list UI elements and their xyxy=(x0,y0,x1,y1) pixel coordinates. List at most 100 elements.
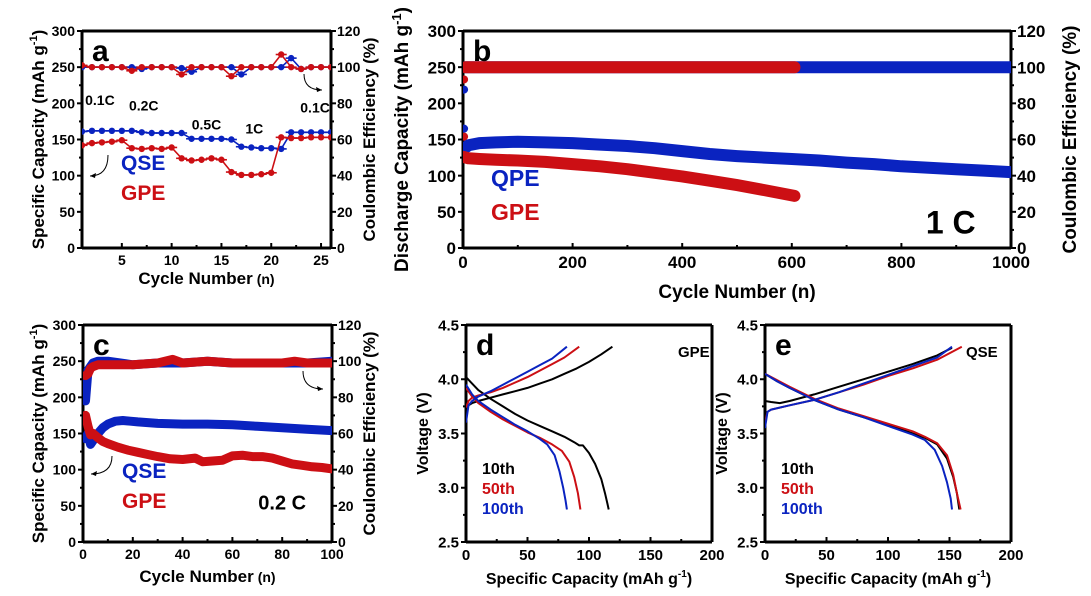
data-point xyxy=(188,135,195,142)
x-axis-label: Cycle Number (n) xyxy=(138,269,274,288)
y2-axis-label: Coulombic Efficiency (%) xyxy=(1060,25,1081,253)
y-axis-label-close: ) xyxy=(29,324,48,330)
panel-c: 0 20 40 60 80 1000501001502002503000204060801… xyxy=(28,317,379,586)
y-axis-label-close: ) xyxy=(392,7,413,13)
data-point xyxy=(463,132,469,141)
y-axis-label-sup: -1 xyxy=(28,35,40,45)
data-point xyxy=(307,134,315,141)
data-point xyxy=(148,63,155,71)
y-axis-label: Discharge Capacity (mAh g-1) xyxy=(389,7,413,272)
x-axis-label-text: Specific Capacity (mAh g xyxy=(785,571,977,588)
y-tick-label: 50 xyxy=(59,204,75,220)
arrowhead-icon xyxy=(90,173,96,178)
panel-label: b xyxy=(473,35,491,68)
legend-entry: GPE xyxy=(491,199,540,225)
left-axis-arrow-icon xyxy=(89,154,109,177)
x-axis-label: Specific Capacity (mAh g-1) xyxy=(785,569,991,588)
data-point xyxy=(178,155,185,162)
annotation: 0.2C xyxy=(129,98,159,114)
y2-tick-label: 0 xyxy=(337,240,345,256)
data-point xyxy=(268,63,275,71)
panel-title: QSE xyxy=(966,344,998,361)
data-point xyxy=(208,135,215,142)
x-tick-label: 20 xyxy=(263,252,279,268)
y2-tick-label: 120 xyxy=(1017,22,1045,41)
x-tick-label: 10 xyxy=(164,252,180,268)
x-axis-label-close: ) xyxy=(986,571,991,588)
data-point xyxy=(128,67,135,74)
data-point xyxy=(228,136,235,143)
data-point xyxy=(158,129,165,137)
data-point xyxy=(228,63,235,71)
y2-axis-label: Coulombic Efficiency (%) xyxy=(360,37,379,241)
y-tick-label: 250 xyxy=(53,353,77,369)
data-point xyxy=(208,155,215,162)
x-tick-label: 15 xyxy=(214,252,230,268)
arrowhead-icon xyxy=(316,87,322,92)
y-tick-label: 4.5 xyxy=(438,317,459,334)
x-tick-label: 60 xyxy=(225,546,241,562)
data-point xyxy=(248,171,255,179)
y-tick-label: 4.5 xyxy=(737,317,758,334)
y-tick-label: 2.5 xyxy=(438,534,459,551)
y-tick-label: 100 xyxy=(52,168,76,184)
x-tick-label: 400 xyxy=(668,253,696,272)
panel-label: e xyxy=(775,329,792,362)
right-axis-arrow-icon xyxy=(303,73,323,91)
legend-entry: QSE xyxy=(122,460,166,483)
y-tick-label: 200 xyxy=(428,94,456,113)
y-tick-label: 300 xyxy=(53,317,77,333)
y-tick-label: 3.5 xyxy=(438,426,459,443)
data-point xyxy=(307,63,315,71)
series-line-50th-charge xyxy=(466,345,580,408)
data-point xyxy=(138,145,145,153)
data-point xyxy=(317,129,325,136)
panel-label: d xyxy=(476,329,494,362)
data-point xyxy=(198,156,205,163)
plot-area xyxy=(463,61,1011,202)
x-tick-label: 200 xyxy=(699,547,724,564)
data-point xyxy=(118,127,126,135)
y-axis-label-sup: -1 xyxy=(389,13,404,25)
legend-entry: 50th xyxy=(781,481,814,498)
data-point xyxy=(188,63,195,71)
data-point xyxy=(188,157,195,164)
y-axis-label: Specific Capacity (mAh g-1) xyxy=(28,324,48,544)
data-point xyxy=(228,168,235,176)
panel-title: GPE xyxy=(678,344,710,361)
annotation: 0.1C xyxy=(85,92,115,108)
x-axis-label-text: Cycle Number xyxy=(138,269,253,288)
x-tick-label: 200 xyxy=(998,547,1023,564)
x-axis-label-text: Cycle Number (n) xyxy=(658,282,815,303)
y2-tick-label: 0 xyxy=(338,534,346,550)
y-tick-label: 3.0 xyxy=(737,480,758,497)
y-tick-label: 3.5 xyxy=(737,426,758,443)
annotation: 0.1C xyxy=(300,100,330,116)
series-line-10th-charge xyxy=(765,346,953,405)
data-point xyxy=(297,134,305,142)
right-axis-arrow-icon xyxy=(302,370,324,390)
data-point xyxy=(297,129,305,136)
annotation: 0.2 C xyxy=(258,492,306,514)
data-point xyxy=(138,129,145,136)
y-tick-label: 50 xyxy=(437,203,456,222)
series-line-100th-charge xyxy=(466,345,568,423)
data-point xyxy=(168,144,175,151)
data-point xyxy=(238,171,245,179)
y-axis-label: Voltage (V) xyxy=(714,392,731,474)
x-tick-label: 20 xyxy=(125,546,141,562)
x-axis-label-text: Specific Capacity (mAh g xyxy=(486,571,678,588)
y-tick-label: 100 xyxy=(53,462,77,478)
data-point xyxy=(287,63,295,71)
y-tick-label: 0 xyxy=(68,534,76,550)
y2-tick-label: 100 xyxy=(337,59,361,75)
data-point xyxy=(287,129,295,136)
data-point xyxy=(98,63,106,71)
data-point xyxy=(258,144,265,152)
x-axis-label: Cycle Number (n) xyxy=(658,282,815,303)
data-point xyxy=(238,71,245,78)
legend-entry: 10th xyxy=(482,461,515,478)
panel-a: 5 10 15 20 250501001502002503000204060801001… xyxy=(28,23,379,288)
x-tick-label: 50 xyxy=(519,547,536,564)
